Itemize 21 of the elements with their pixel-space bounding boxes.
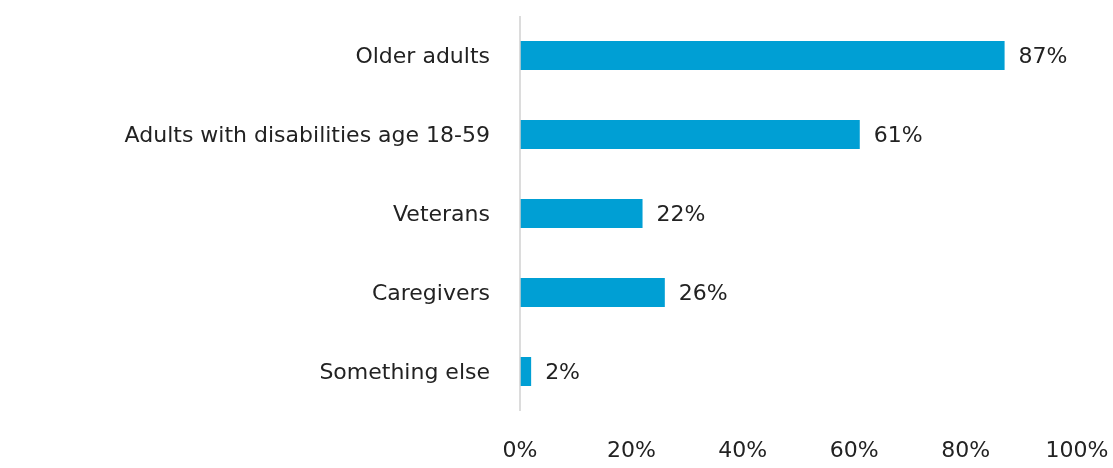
bar: [520, 357, 532, 386]
y-tick-label: Caregivers: [371, 280, 490, 306]
data-label: 87%: [1018, 43, 1068, 69]
data-label: 61%: [873, 122, 923, 148]
data-label: 2%: [545, 359, 581, 385]
bar: [520, 278, 665, 307]
x-tick-label: 60%: [829, 436, 879, 462]
x-tick-label: 100%: [1045, 436, 1109, 462]
x-tick-label: 0%: [502, 436, 538, 462]
y-tick-label: Adults with disabilities age 18-59: [124, 122, 490, 148]
y-tick-label: Older adults: [355, 43, 490, 69]
data-label: 22%: [656, 201, 706, 227]
x-tick-label: 40%: [718, 436, 768, 462]
y-tick-label: Something else: [319, 359, 490, 385]
bar: [520, 199, 643, 228]
y-tick-label: Veterans: [393, 201, 490, 227]
x-tick-label: 20%: [606, 436, 656, 462]
bar: [520, 120, 860, 149]
bar: [520, 41, 1005, 70]
data-label: 26%: [678, 280, 728, 306]
x-tick-label: 80%: [941, 436, 991, 462]
